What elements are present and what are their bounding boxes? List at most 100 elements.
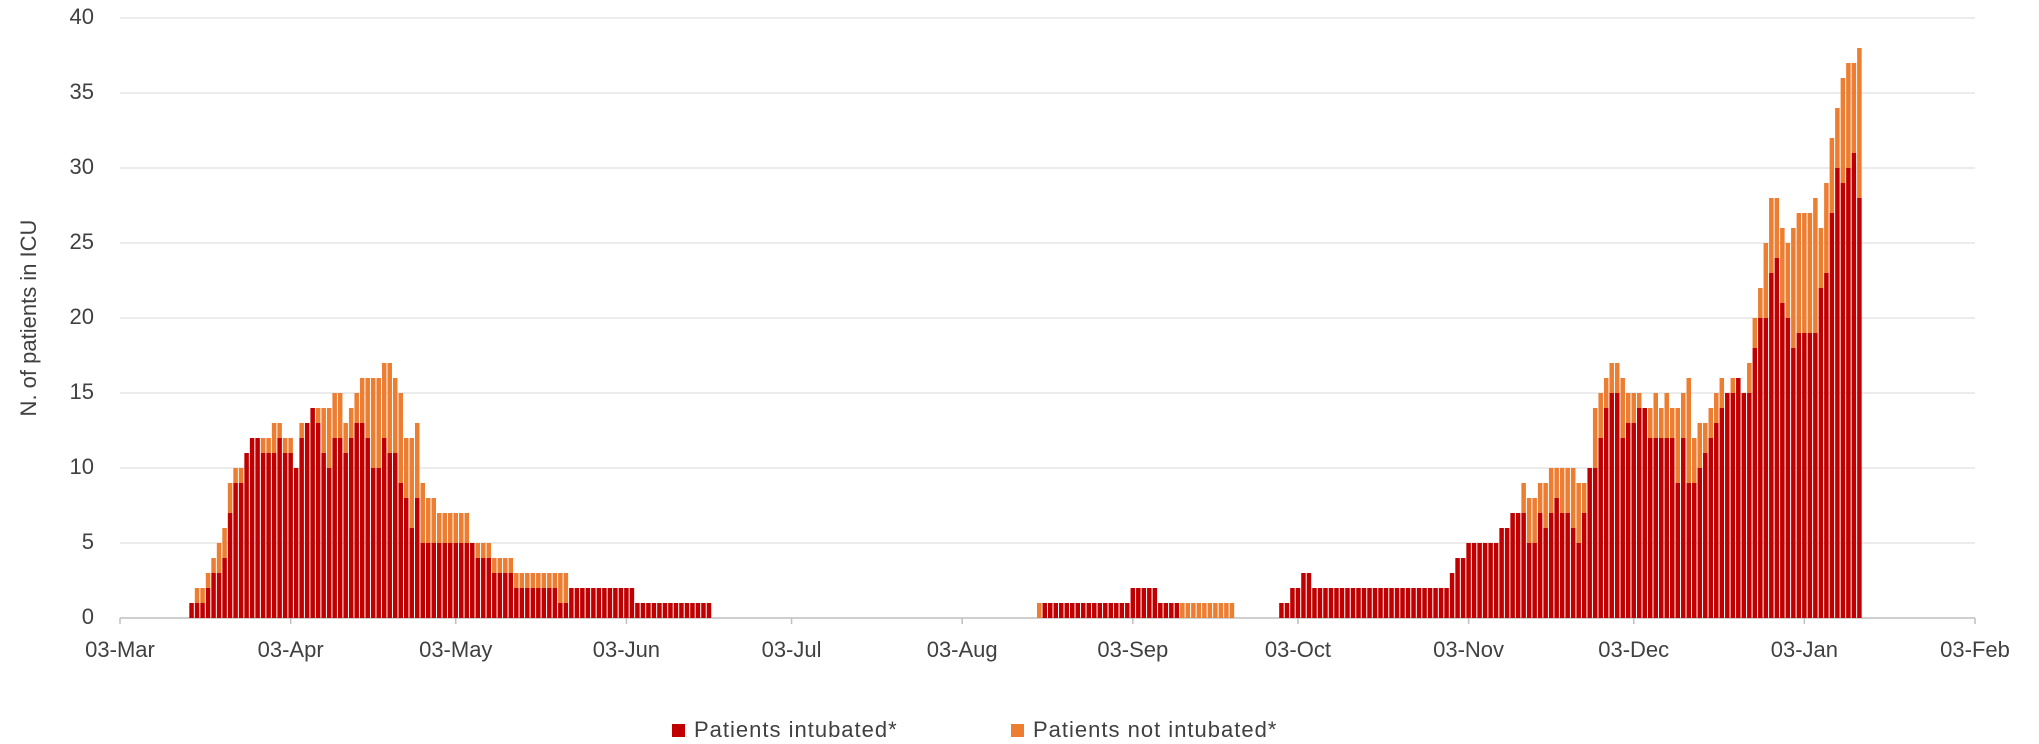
bar-segment [1295,588,1301,618]
bar-segment [1697,423,1703,468]
bar-segment [657,603,662,618]
legend-swatch [1011,724,1024,737]
bar-segment [414,423,420,498]
bar-segment [1103,603,1108,618]
x-tick-label: 03-Apr [258,637,324,662]
bar-segment [514,588,519,618]
bar-segment [381,363,387,438]
bar-segment [1763,318,1769,618]
bar-segment [1312,588,1317,618]
bar-segment [1114,603,1119,618]
bar-segment [1047,603,1053,618]
bar-segment [249,438,255,618]
bar-segment [381,438,387,618]
bar-segment [1631,423,1636,618]
bar-segment [211,573,216,618]
bar-segment [1185,603,1191,618]
bar-segment [470,543,475,618]
bar-segment [387,363,392,453]
x-tick-label: 03-Jan [1771,637,1838,662]
x-tick-label: 03-Sep [1097,637,1168,662]
bar-segment [1433,588,1438,618]
bar-segment [1504,528,1510,618]
bar-segment [1725,393,1730,618]
bar-segment [282,438,288,453]
bar-segment [574,588,580,618]
bar-segment [337,393,343,438]
bar-segment [684,603,690,618]
bar-segment [1758,288,1763,318]
bar-segment [1444,588,1449,618]
bar-segment [1736,378,1741,618]
bar-segment [453,513,459,543]
bar-segment [1180,603,1185,618]
bar-segment [624,588,629,618]
bar-segment [679,603,684,618]
bar-segment [1070,603,1075,618]
bar-segment [1229,603,1235,618]
bar-segment [1774,258,1780,618]
bar-segment [1570,468,1576,528]
bar-segment [486,558,492,618]
bar-segment [200,588,205,603]
bar-segment [602,588,607,618]
bar-segment [1747,393,1752,618]
bar-segment [266,453,271,618]
bar-segment [1548,513,1554,618]
legend-label: Patients intubated* [694,717,898,742]
x-tick-label: 03-Aug [927,637,998,662]
bar-segment [1703,423,1708,453]
bar-segment [200,603,205,618]
bar-segment [326,468,332,618]
bar-segment [222,528,227,558]
bar-segment [1692,483,1697,618]
bar-segment [640,603,646,618]
bar-segment [1130,588,1136,618]
bar-segment [580,588,585,618]
bar-segment [1367,588,1372,618]
bar-segment [1708,408,1714,438]
bar-segment [1581,483,1587,513]
bar-segment [315,408,321,423]
bar-segment [1207,603,1213,618]
bar-segment [1537,483,1543,513]
bar-segment [453,543,459,618]
bar-segment [497,558,503,573]
bar-segment [437,543,442,618]
bar-segment [1813,198,1818,333]
bar-segment [1152,588,1158,618]
bar-segment [1609,363,1614,393]
bar-segment [1829,213,1835,618]
bar-segment [1499,528,1504,618]
bar-segment [420,483,426,543]
bar-segment [1075,603,1081,618]
bar-segment [1438,588,1444,618]
bar-segment [392,378,398,453]
bar-segment [326,408,332,468]
bar-segment [1405,588,1411,618]
bar-segment [1647,408,1653,438]
bar-segment [1851,63,1857,153]
bar-segment [563,573,569,603]
legend-swatch [672,724,685,737]
bar-segment [481,543,486,558]
bar-segment [1703,453,1708,618]
bar-segment [1059,603,1064,618]
bar-segment [503,558,508,573]
bar-segment [1631,393,1636,423]
bar-segment [547,573,552,588]
x-tick-label: 03-Oct [1265,637,1331,662]
bar-segment [547,588,552,618]
bar-segment [1840,183,1846,618]
bar-segment [442,513,448,543]
bar-segment [1747,363,1752,393]
bar-segment [1345,588,1350,618]
bar-segment [1301,573,1306,618]
bar-segment [1813,333,1818,618]
bar-segment [1636,393,1642,408]
bar-segment [1174,603,1180,618]
bar-segment [459,513,464,543]
bar-segment [354,423,359,618]
bar-segment [448,543,453,618]
